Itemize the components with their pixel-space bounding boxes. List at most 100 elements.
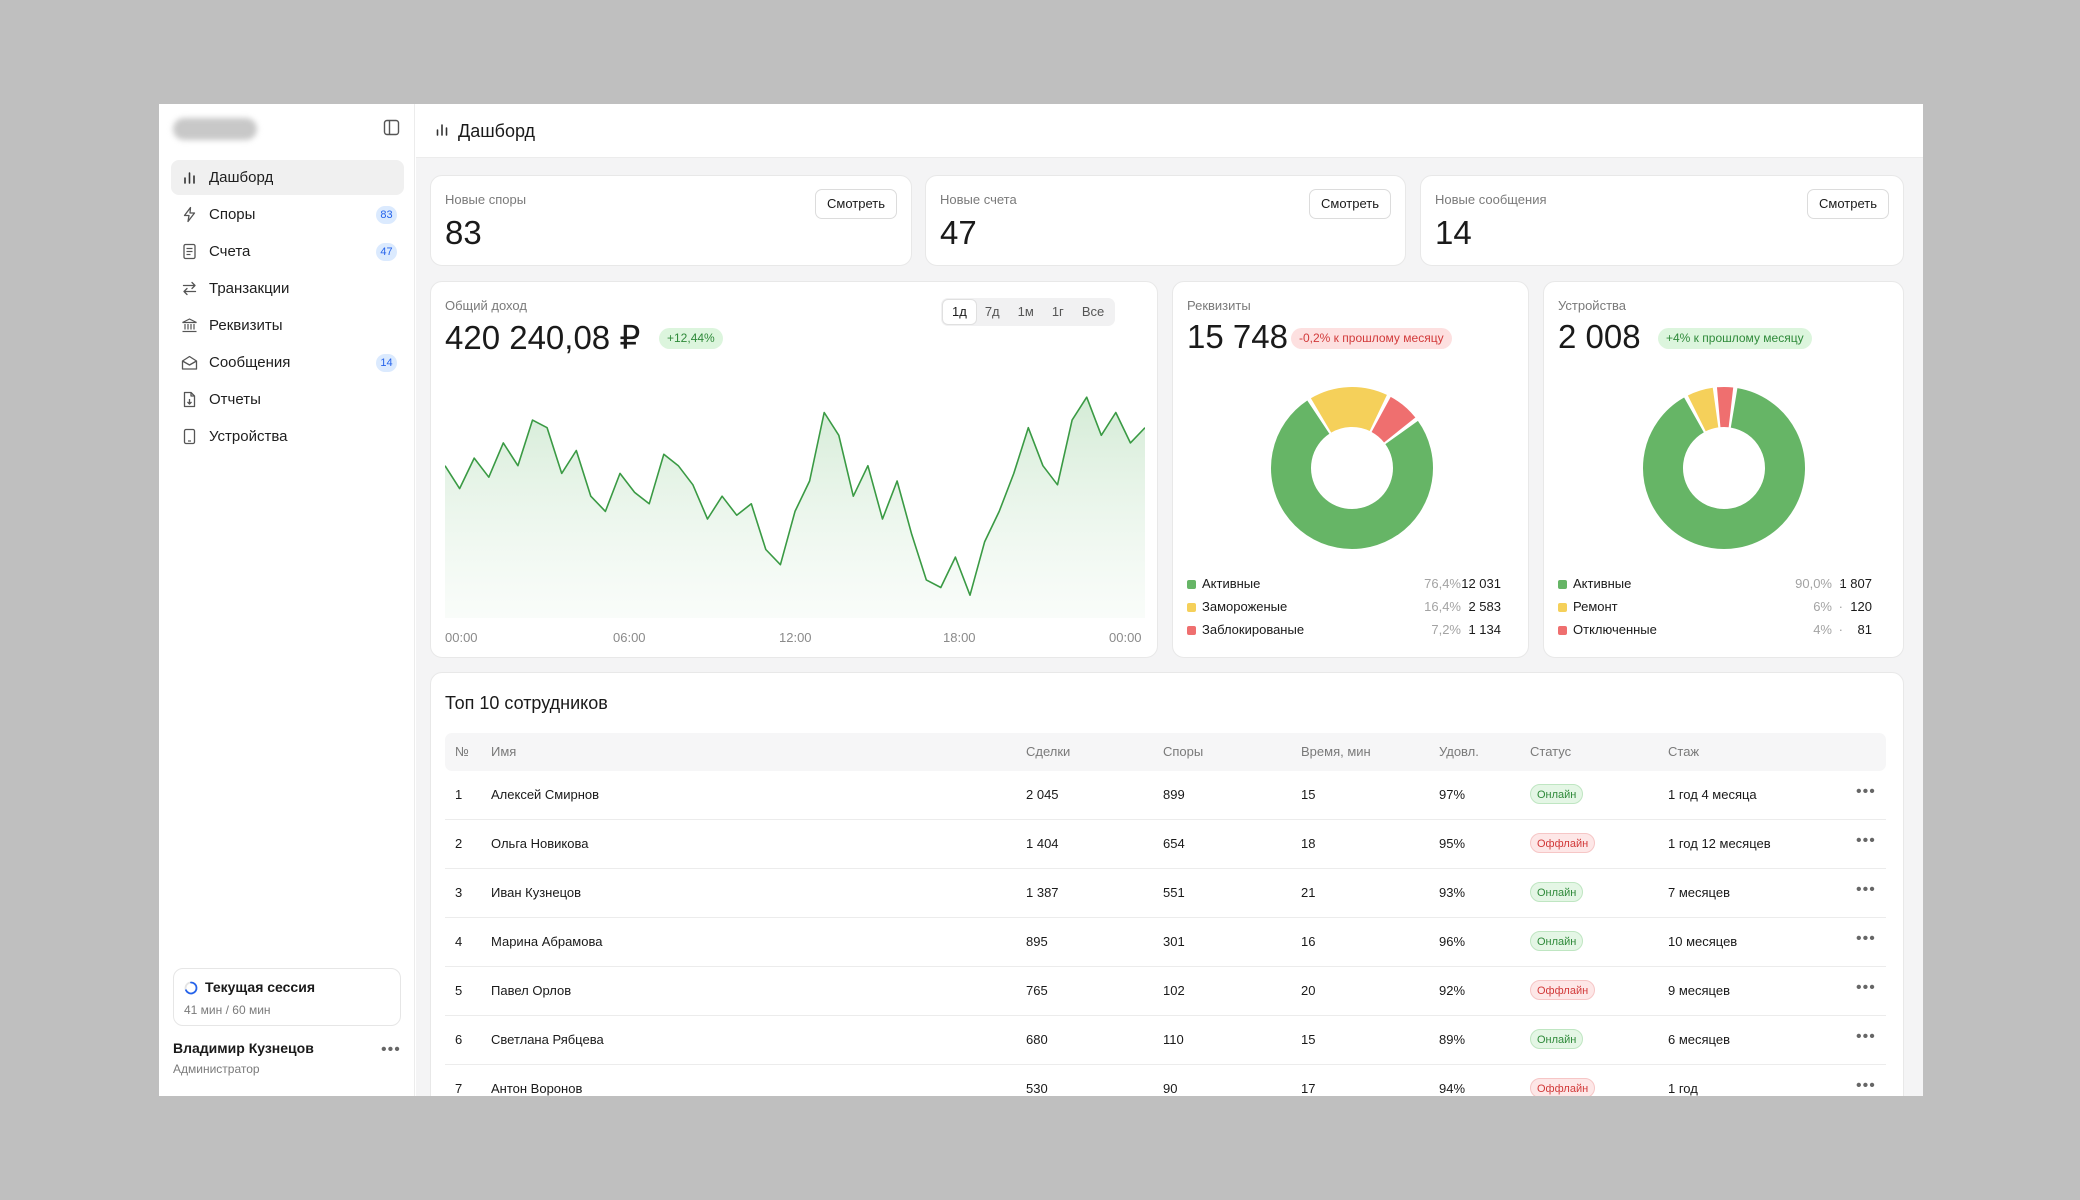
sidebar-item-requisites[interactable]: Реквизиты: [171, 308, 404, 343]
cell-disputes: 654: [1163, 836, 1185, 851]
sidebar-item-label: Отчеты: [209, 391, 261, 408]
cell-satisfaction: 97%: [1439, 787, 1466, 802]
page-title: Дашборд: [458, 121, 536, 141]
requisites-donut-chart: [1271, 387, 1433, 549]
cell-rank: 1: [455, 787, 463, 802]
cell-tenure: 10 месяцев: [1668, 934, 1738, 949]
bank-icon: [182, 318, 197, 333]
app-window: Дашборд Споры 83 Счета 47 Транзакции Рек…: [159, 104, 1923, 1096]
stat-card-invoices: Новые счета 47 Смотреть: [925, 175, 1406, 266]
legend-value: 1 807: [1839, 576, 1872, 591]
legend-value: 1 134: [1468, 622, 1501, 637]
table-row[interactable]: 6 Светлана Рябцева 680 110 15 89% Онлайн…: [445, 1016, 1886, 1065]
devices-label: Устройства: [1558, 298, 1627, 313]
sidebar-item-messages[interactable]: Сообщения 14: [171, 345, 404, 380]
table-row[interactable]: 4 Марина Абрамова 895 301 16 96% Онлайн …: [445, 918, 1886, 967]
row-menu-icon[interactable]: •••: [1856, 783, 1876, 800]
range-tab-1y[interactable]: 1г: [1051, 304, 1064, 319]
sidebar-toggle-icon[interactable]: [383, 119, 400, 136]
cell-time: 18: [1301, 836, 1316, 851]
user-menu-icon[interactable]: •••: [381, 1041, 401, 1058]
stat-label: Новые счета: [940, 192, 1017, 207]
cell-name: Ольга Новикова: [491, 836, 589, 851]
stat-card-disputes: Новые споры 83 Смотреть: [430, 175, 912, 266]
range-tab-all[interactable]: Все: [1081, 304, 1105, 319]
income-change-badge: +12,44%: [659, 328, 723, 349]
x-tick-label: 12:00: [779, 630, 812, 645]
income-value: 420 240,08 ₽: [445, 319, 641, 356]
legend-label: Ремонт: [1573, 599, 1618, 614]
legend-separator: ·: [1467, 599, 1472, 614]
column-header: №: [455, 744, 469, 759]
view-button[interactable]: Смотреть: [815, 189, 897, 219]
column-header: Имя: [491, 744, 517, 759]
legend-label: Замороженые: [1202, 599, 1288, 614]
user-name: Владимир Кузнецов: [173, 1040, 314, 1056]
table-row[interactable]: 1 Алексей Смирнов 2 045 899 15 97% Онлай…: [445, 771, 1886, 820]
table-row[interactable]: 5 Павел Орлов 765 102 20 92% Оффлайн 9 м…: [445, 967, 1886, 1016]
row-menu-icon[interactable]: •••: [1856, 881, 1876, 898]
x-tick-label: 18:00: [943, 630, 976, 645]
range-tab-1m[interactable]: 1м: [1017, 304, 1034, 319]
cell-rank: 5: [455, 983, 463, 998]
device-icon: [183, 428, 196, 445]
legend-separator: ·: [1838, 622, 1843, 637]
income-area: [445, 397, 1145, 618]
donut-slice: [1687, 387, 1720, 432]
cell-name: Павел Орлов: [491, 983, 572, 998]
legend-value: 2 583: [1468, 599, 1501, 614]
session-title: Текущая сессия: [205, 979, 315, 995]
x-tick-label: 06:00: [613, 630, 646, 645]
legend-item: Отключенные 4% · 81: [1558, 620, 1886, 642]
cell-deals: 2 045: [1026, 787, 1059, 802]
top-employees-table-card: Топ 10 сотрудников № Имя Сделки Споры Вр…: [430, 672, 1904, 1096]
stat-value: 14: [1435, 214, 1472, 251]
cell-rank: 4: [455, 934, 463, 949]
bar-chart-icon: [184, 172, 195, 184]
range-tab-7d[interactable]: 7д: [984, 304, 1000, 319]
count-badge: 83: [376, 206, 397, 224]
bar-chart-icon: [436, 124, 448, 136]
sidebar-item-label: Счета: [209, 243, 251, 260]
legend-percent: 16,4%: [1424, 599, 1461, 614]
income-series-line: [445, 396, 1145, 596]
row-menu-icon[interactable]: •••: [1856, 979, 1876, 996]
row-menu-icon[interactable]: •••: [1856, 832, 1876, 849]
legend-swatch: [1558, 603, 1567, 612]
row-menu-icon[interactable]: •••: [1856, 930, 1876, 947]
cell-tenure: 1 год: [1668, 1081, 1698, 1096]
view-button[interactable]: Смотреть: [1807, 189, 1889, 219]
status-badge: Оффлайн: [1530, 980, 1596, 1000]
sidebar-item-transactions[interactable]: Транзакции: [171, 271, 404, 306]
status-badge: Онлайн: [1530, 1029, 1584, 1049]
sidebar-item-label: Устройства: [209, 428, 288, 445]
table-row[interactable]: 7 Антон Воронов 530 90 17 94% Оффлайн 1 …: [445, 1065, 1886, 1096]
cell-deals: 895: [1026, 934, 1048, 949]
cell-disputes: 110: [1163, 1032, 1184, 1047]
legend-swatch: [1187, 603, 1196, 612]
sidebar-item-devices[interactable]: Устройства: [171, 419, 404, 454]
donut-slice: [1643, 388, 1805, 549]
mail-icon: [181, 355, 198, 370]
sidebar-item-invoices[interactable]: Счета 47: [171, 234, 404, 269]
requisites-label: Реквизиты: [1187, 298, 1251, 313]
legend-label: Отключенные: [1573, 622, 1657, 637]
view-button[interactable]: Смотреть: [1309, 189, 1391, 219]
cell-disputes: 90: [1163, 1081, 1178, 1096]
sidebar-item-disputes[interactable]: Споры 83: [171, 197, 404, 232]
income-line-chart: [445, 396, 1145, 618]
range-tab-1d[interactable]: 1д: [943, 300, 976, 324]
table-row[interactable]: 3 Иван Кузнецов 1 387 551 21 93% Онлайн …: [445, 869, 1886, 918]
count-badge: 14: [376, 354, 397, 372]
donut-slice: [1716, 387, 1734, 428]
table-row[interactable]: 2 Ольга Новикова 1 404 654 18 95% Оффлай…: [445, 820, 1886, 869]
row-menu-icon[interactable]: •••: [1856, 1077, 1876, 1094]
cell-rank: 6: [455, 1032, 463, 1047]
row-menu-icon[interactable]: •••: [1856, 1028, 1876, 1045]
status-badge: Онлайн: [1530, 931, 1584, 951]
sidebar-item-dashboard[interactable]: Дашборд: [171, 160, 404, 195]
devices-card: Устройства 2 008 +4% к прошлому месяцу А…: [1543, 281, 1904, 658]
sidebar-item-reports[interactable]: Отчеты: [171, 382, 404, 417]
table-title: Топ 10 сотрудников: [445, 693, 608, 713]
cell-deals: 680: [1026, 1032, 1048, 1047]
